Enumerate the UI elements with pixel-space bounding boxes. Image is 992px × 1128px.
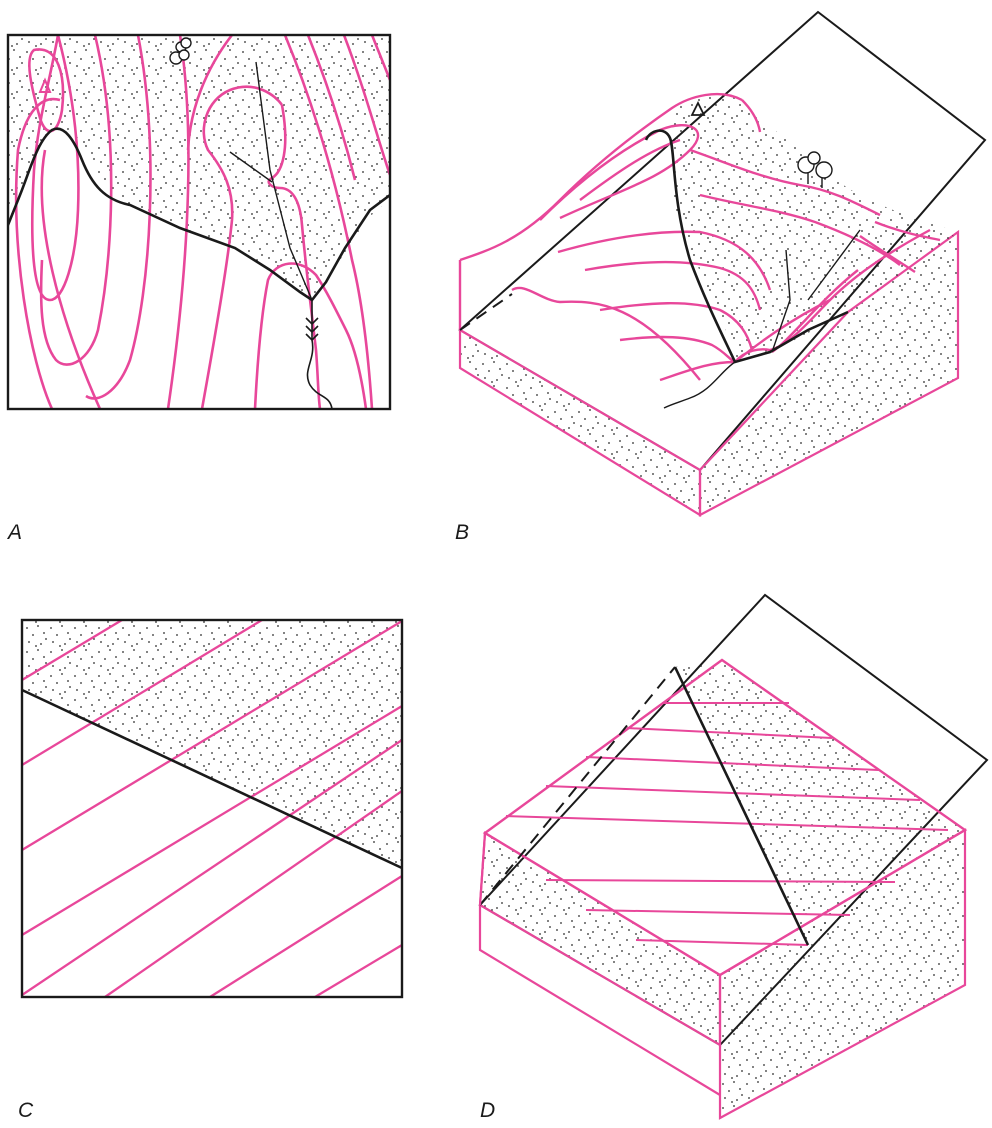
panel-d-contact-line — [673, 666, 810, 946]
panel-b-hidden-contact — [459, 293, 513, 331]
panel-b-contact-line — [644, 129, 849, 364]
panel-b-label: B — [455, 521, 470, 544]
panel-d-bedding-lines — [505, 702, 949, 946]
panel-d-block-diagram — [478, 593, 989, 1120]
panel-a-stippled-outcrop — [8, 35, 390, 300]
panel-d-top-face — [482, 658, 968, 977]
triangulation-station-icon — [690, 100, 706, 116]
tree-icon — [797, 151, 833, 188]
panel-c-map — [20, 618, 404, 999]
panel-a-contour-lines — [14, 35, 390, 409]
panel-c-contact-line — [22, 688, 402, 870]
panel-a-stream — [229, 61, 333, 409]
panel-b-contour-lines — [458, 92, 941, 382]
panel-a-map — [6, 33, 392, 411]
panel-c-bedding-lines — [22, 620, 402, 997]
panel-a-label: A — [8, 521, 23, 544]
tree-icon — [169, 37, 192, 65]
triangulation-station-icon — [38, 77, 52, 93]
panel-c-map-frame — [20, 618, 404, 999]
panel-b-stream — [663, 229, 861, 409]
panel-b-block-diagram — [458, 10, 987, 517]
panel-b-right-face — [698, 229, 960, 517]
panel-d-hidden-contact — [479, 666, 676, 906]
panel-c-stippled-outcrop — [22, 620, 402, 868]
panel-b-stippled-outcrop — [671, 94, 958, 363]
panel-a-contact-line — [8, 127, 390, 302]
panel-d-label: D — [480, 1099, 496, 1122]
panel-c-label: C — [18, 1099, 34, 1122]
panel-a-map-frame — [6, 33, 392, 411]
